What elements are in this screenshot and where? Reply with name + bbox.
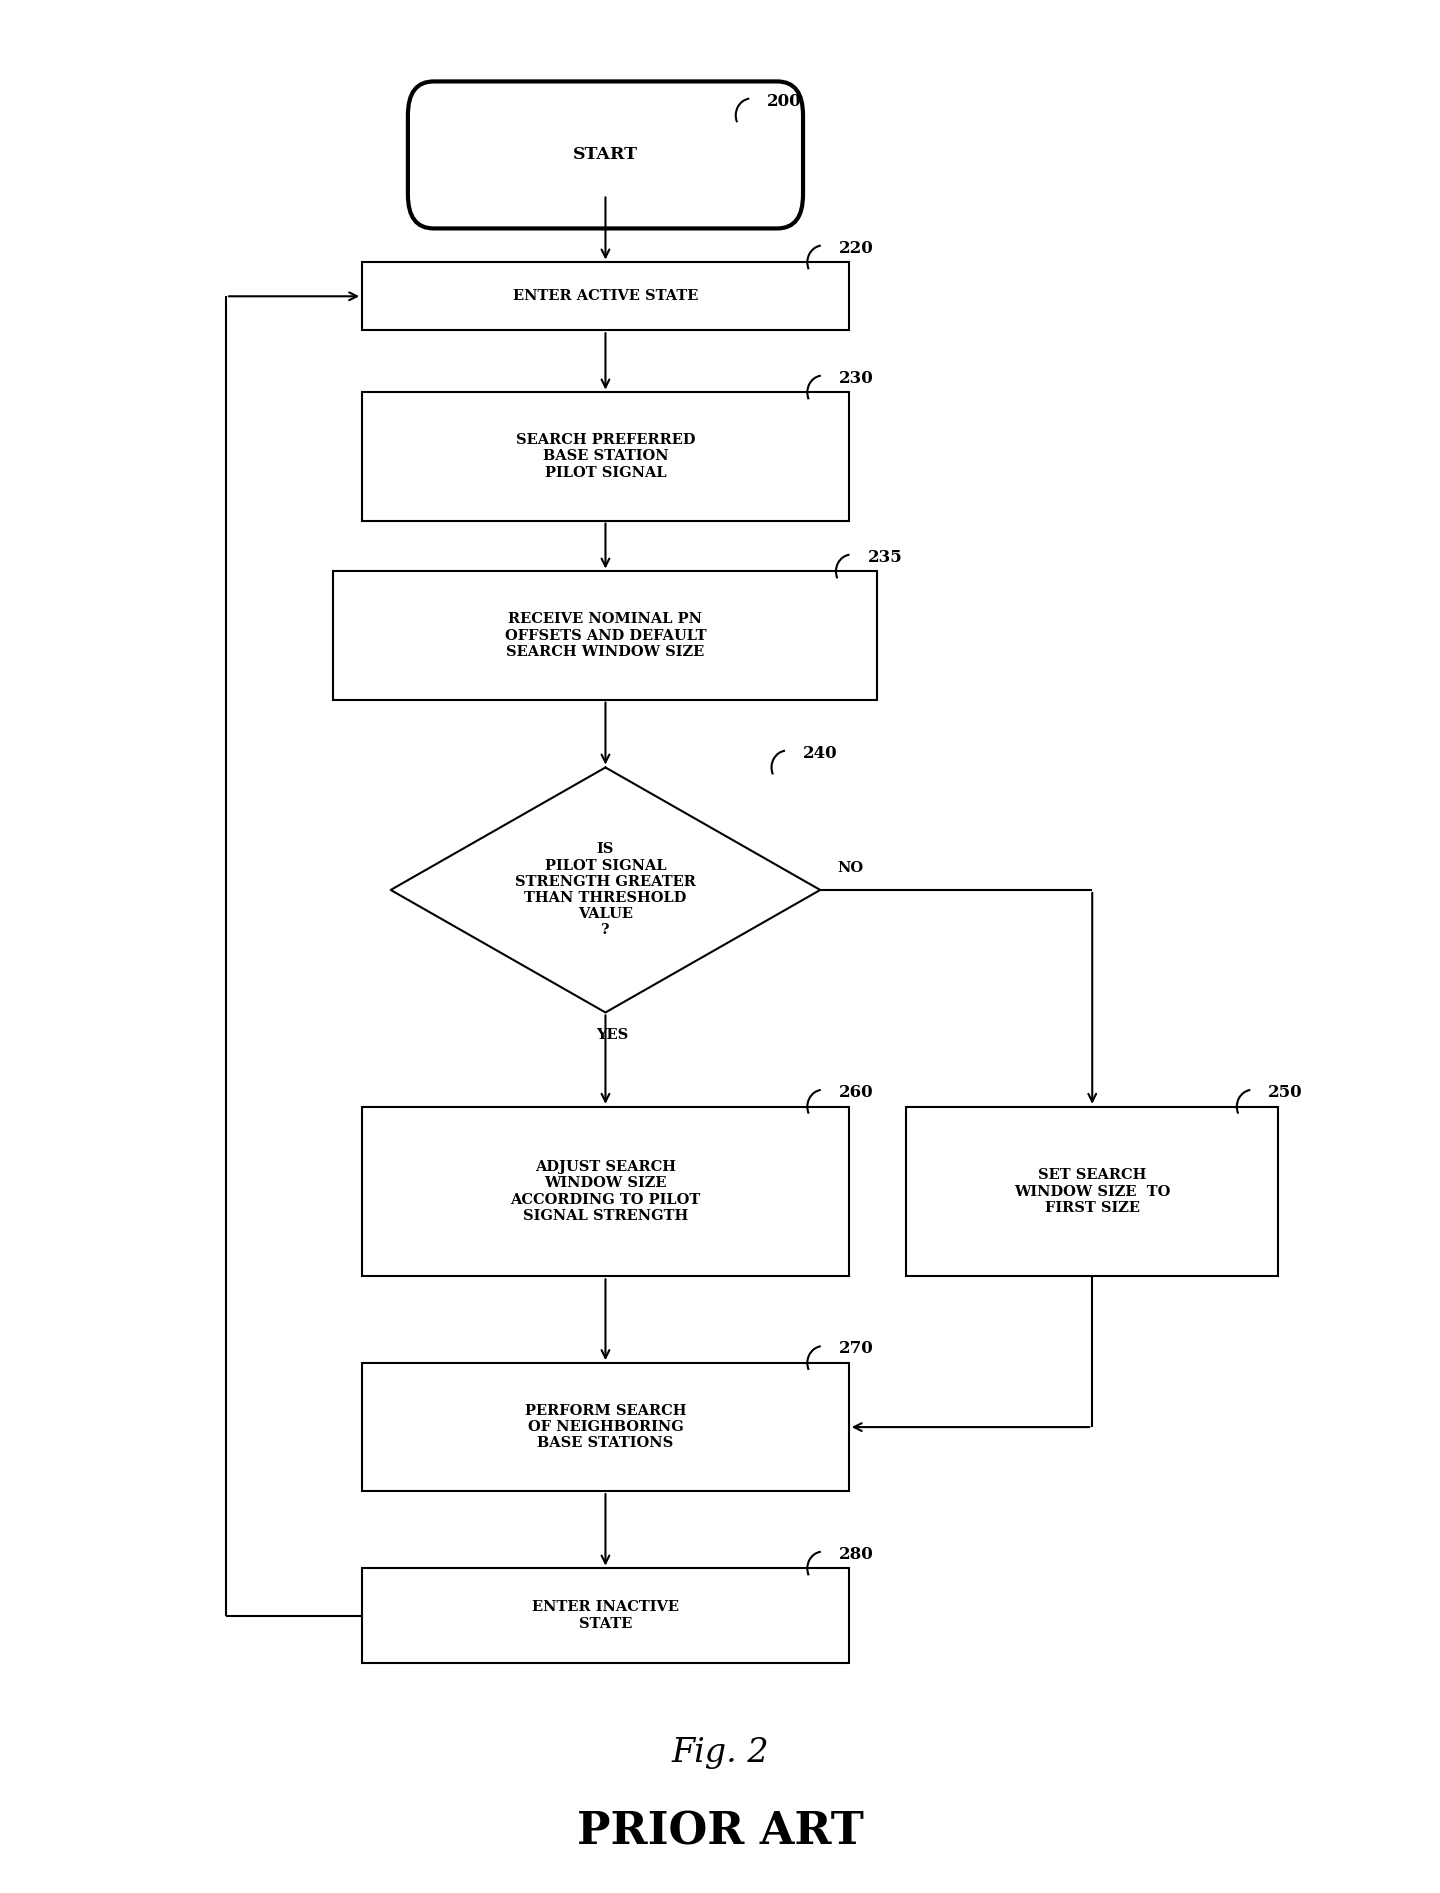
Text: Fig. 2: Fig. 2 — [671, 1738, 769, 1770]
Text: ADJUST SEARCH
WINDOW SIZE
ACCORDING TO PILOT
SIGNAL STRENGTH: ADJUST SEARCH WINDOW SIZE ACCORDING TO P… — [510, 1160, 701, 1223]
Text: PRIOR ART: PRIOR ART — [576, 1812, 864, 1853]
Text: 260: 260 — [840, 1085, 874, 1102]
Text: IS
PILOT SIGNAL
STRENGTH GREATER
THAN THRESHOLD
VALUE
?: IS PILOT SIGNAL STRENGTH GREATER THAN TH… — [516, 842, 696, 937]
Text: YES: YES — [596, 1028, 629, 1041]
Text: ENTER INACTIVE
STATE: ENTER INACTIVE STATE — [531, 1600, 680, 1630]
Text: SEARCH PREFERRED
BASE STATION
PILOT SIGNAL: SEARCH PREFERRED BASE STATION PILOT SIGN… — [516, 433, 696, 479]
Text: ENTER ACTIVE STATE: ENTER ACTIVE STATE — [513, 290, 698, 303]
Text: 220: 220 — [840, 240, 874, 257]
Text: 280: 280 — [840, 1547, 874, 1564]
Bar — [361, 1569, 848, 1662]
Text: START: START — [573, 146, 638, 163]
Text: 250: 250 — [1269, 1085, 1303, 1102]
Text: 230: 230 — [840, 369, 874, 386]
Bar — [906, 1107, 1279, 1276]
Bar — [334, 572, 877, 700]
Text: 200: 200 — [768, 93, 802, 110]
Text: SET SEARCH
WINDOW SIZE  TO
FIRST SIZE: SET SEARCH WINDOW SIZE TO FIRST SIZE — [1014, 1168, 1171, 1215]
Text: 270: 270 — [840, 1340, 874, 1357]
Bar — [361, 1363, 848, 1492]
Text: NO: NO — [838, 861, 864, 875]
Text: 240: 240 — [804, 744, 838, 761]
Bar — [361, 1107, 848, 1276]
FancyBboxPatch shape — [408, 81, 804, 229]
Bar — [361, 392, 848, 521]
Bar — [361, 263, 848, 329]
Text: PERFORM SEARCH
OF NEIGHBORING
BASE STATIONS: PERFORM SEARCH OF NEIGHBORING BASE STATI… — [524, 1405, 687, 1450]
Text: RECEIVE NOMINAL PN
OFFSETS AND DEFAULT
SEARCH WINDOW SIZE: RECEIVE NOMINAL PN OFFSETS AND DEFAULT S… — [504, 611, 706, 659]
Text: 235: 235 — [867, 549, 903, 566]
Polygon shape — [390, 767, 821, 1013]
